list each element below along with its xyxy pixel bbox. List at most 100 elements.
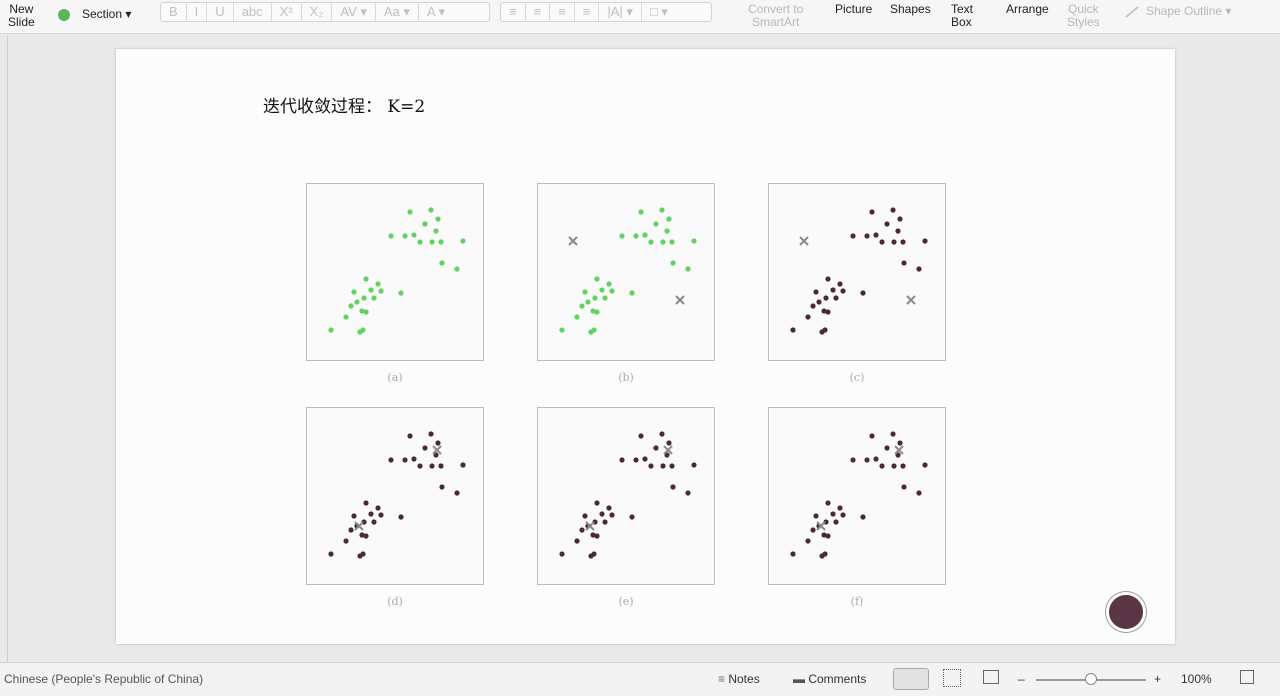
data-point: [574, 314, 580, 320]
editing-canvas: 迭代收敛过程： K=2 (a) (b) (c) (d) (e) (f): [0, 35, 1280, 662]
shapes-button[interactable]: Shapes: [890, 2, 931, 16]
data-point: [454, 490, 460, 496]
data-point: [850, 233, 856, 239]
align-right-button[interactable]: ≡: [550, 3, 575, 21]
fit-window-icon[interactable]: [1240, 670, 1254, 684]
data-point: [619, 233, 625, 239]
bold-button[interactable]: B: [161, 3, 187, 21]
data-point: [691, 462, 697, 468]
zoom-out-button[interactable]: –: [1018, 672, 1025, 686]
italic-button[interactable]: I: [187, 3, 208, 21]
data-point: [670, 260, 676, 266]
data-point: [642, 456, 648, 462]
data-point: [351, 289, 357, 295]
data-point: [810, 527, 816, 533]
data-point: [659, 207, 665, 213]
data-point: [460, 462, 466, 468]
data-point: [609, 512, 615, 518]
data-point: [669, 239, 675, 245]
data-point: [407, 209, 413, 215]
data-point: [594, 309, 600, 315]
cluster-panel-a: [306, 183, 484, 361]
zoom-in-button[interactable]: +: [1154, 672, 1162, 686]
data-point: [840, 288, 846, 294]
data-point: [363, 533, 369, 539]
slide-title[interactable]: 迭代收敛过程： K=2: [263, 97, 426, 117]
slide-sorter-icon[interactable]: [943, 669, 961, 687]
data-point: [629, 514, 635, 520]
notes-icon: ≡: [718, 672, 729, 686]
data-point: [428, 431, 434, 437]
centroid-marker: [663, 445, 673, 455]
section-button[interactable]: Section ▾: [58, 8, 131, 21]
data-point: [357, 553, 363, 559]
superscript-button[interactable]: X²: [272, 3, 302, 21]
scatter-plot-e: [559, 431, 697, 559]
data-point: [860, 514, 866, 520]
data-point: [819, 329, 825, 335]
data-point: [351, 513, 357, 519]
data-point: [343, 538, 349, 544]
data-point: [375, 281, 381, 287]
language-status[interactable]: Chinese (People's Republic of China): [4, 672, 204, 686]
data-point: [359, 308, 365, 314]
data-point: [890, 431, 896, 437]
comments-button[interactable]: ▬ Comments: [793, 672, 867, 686]
data-point: [816, 299, 822, 305]
data-point: [363, 276, 369, 282]
underline-button[interactable]: U: [207, 3, 234, 21]
data-point: [916, 490, 922, 496]
zoom-slider-knob[interactable]: [1085, 673, 1097, 685]
arrange-button[interactable]: Arrange: [1006, 2, 1049, 16]
data-point: [579, 303, 585, 309]
data-point: [328, 327, 334, 333]
picture-button[interactable]: Picture: [835, 2, 873, 16]
strikethrough-button[interactable]: abc: [234, 3, 272, 21]
data-point: [594, 276, 600, 282]
columns-button[interactable]: □ ▾: [649, 4, 668, 19]
data-point: [590, 532, 596, 538]
data-point: [642, 232, 648, 238]
notes-button[interactable]: ≡ Notes: [718, 672, 760, 686]
centroid-marker: [816, 521, 826, 531]
new-slide-button[interactable]: New Slide: [8, 2, 35, 29]
data-point: [664, 228, 670, 234]
slide[interactable]: 迭代收敛过程： K=2 (a) (b) (c) (d) (e) (f): [116, 49, 1175, 644]
data-point: [433, 228, 439, 234]
text-box-button[interactable]: Text Box: [951, 2, 974, 29]
zoom-level[interactable]: 100%: [1181, 672, 1212, 686]
centroid-marker: [906, 295, 916, 305]
data-point: [411, 456, 417, 462]
reading-view-icon[interactable]: [983, 670, 999, 684]
data-point: [609, 288, 615, 294]
data-point: [348, 527, 354, 533]
data-point: [361, 295, 367, 301]
normal-view-icon[interactable]: [893, 668, 929, 690]
centroid-marker: [354, 521, 364, 531]
align-left-button[interactable]: ≡: [501, 3, 526, 21]
font-color-button[interactable]: A ▾: [426, 4, 446, 19]
convert-smartart-button[interactable]: Convert to SmartArt: [748, 2, 804, 29]
justify-button[interactable]: ≡: [575, 3, 600, 21]
panel-caption-c: (c): [849, 371, 865, 384]
shape-outline-button[interactable]: Shape Outline ▾: [1124, 5, 1231, 18]
data-point: [873, 456, 879, 462]
data-point: [378, 512, 384, 518]
centroid-marker: [799, 236, 809, 246]
data-point: [606, 281, 612, 287]
align-center-button[interactable]: ≡: [526, 3, 551, 21]
font-format-group: B I U abc X² X₂ AV ▾ Aa ▾ A ▾: [160, 2, 490, 22]
data-point: [629, 290, 635, 296]
section-icon: [58, 8, 70, 21]
char-spacing-button[interactable]: AV ▾: [332, 3, 376, 21]
change-case-button[interactable]: Aa ▾: [376, 3, 419, 21]
subscript-button[interactable]: X₂: [302, 3, 333, 21]
record-icon[interactable]: [1106, 592, 1146, 632]
data-point: [819, 553, 825, 559]
data-point: [438, 463, 444, 469]
data-point: [790, 327, 796, 333]
quick-styles-button[interactable]: Quick Styles: [1067, 2, 1100, 29]
text-direction-button[interactable]: |A| ▾: [599, 3, 642, 21]
data-point: [582, 289, 588, 295]
data-point: [588, 553, 594, 559]
